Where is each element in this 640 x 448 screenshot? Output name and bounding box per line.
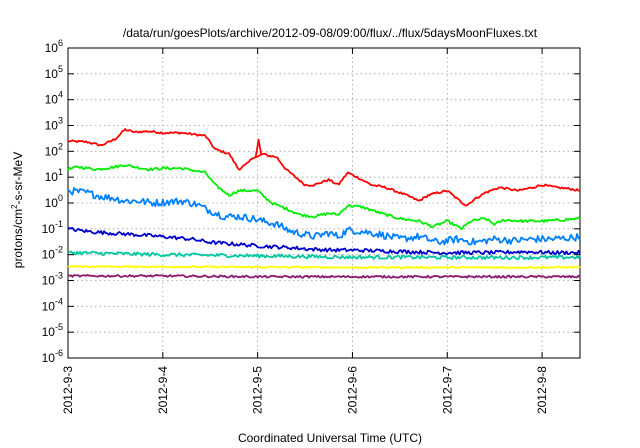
y-tick-label: 100 [45, 193, 63, 210]
y-tick-labels: 10610510410310210110010-110-210-310-410-… [42, 38, 63, 365]
y-tick-label-exp: 5 [58, 64, 63, 74]
y-tick-label-exp: -3 [55, 271, 63, 281]
y-tick-label: 101 [45, 167, 63, 184]
y-tick-label: 103 [45, 116, 63, 133]
y-tick-label-exp: -4 [55, 296, 63, 306]
y-tick-label-exp: 2 [58, 141, 63, 151]
y-tick-label-base: 10 [45, 170, 59, 184]
series-line-5 [67, 250, 581, 261]
y-tick-label-base: 10 [42, 222, 56, 236]
y-tick-label: 105 [45, 64, 63, 81]
x-tick-labels: 2012-9-3 2012-9-4 2012-9-5 2012-9-6 2012-9-7… [61, 366, 549, 414]
x-axis-label: Coordinated Universal Time (UTC) [238, 431, 422, 445]
y-tick-label-base: 10 [45, 41, 59, 55]
y-axis-label: protons/cm2-s-sr-MeV [10, 152, 25, 268]
x-tick-label: 2012-9-3 [61, 366, 75, 414]
y-axis-label-base: protons/cm [11, 209, 25, 268]
y-tick-label-exp: 0 [58, 193, 63, 203]
y-tick-label-exp: 6 [58, 38, 63, 48]
y-tick-label: 10-4 [42, 296, 63, 313]
y-tick-label-base: 10 [42, 248, 56, 262]
y-tick-label-base: 10 [45, 119, 59, 133]
y-tick-label: 10-2 [42, 245, 63, 262]
y-tick-label-base: 10 [45, 196, 59, 210]
y-axis-label-exp: 2 [10, 204, 19, 209]
y-tick-label-exp: -1 [55, 219, 63, 229]
x-tick-label: 2012-9-8 [535, 366, 549, 414]
y-tick-label: 10-6 [42, 348, 63, 365]
x-tick-label: 2012-9-4 [156, 366, 170, 414]
y-tick-label: 10-5 [42, 322, 63, 339]
y-tick-label-exp: 4 [58, 90, 63, 100]
y-tick-label: 106 [45, 38, 63, 55]
y-tick-label-base: 10 [45, 144, 59, 158]
series-line-6 [67, 264, 581, 270]
y-tick-label: 104 [45, 90, 63, 107]
series-line-2 [67, 164, 581, 230]
y-tick-label-base: 10 [42, 274, 56, 288]
y-tick-label-exp: 3 [58, 116, 63, 126]
series-line-1-spike [254, 138, 263, 158]
y-tick-label-exp: -2 [55, 245, 63, 255]
x-tick-label: 2012-9-5 [251, 366, 265, 414]
series-line-4 [67, 226, 581, 256]
y-tick-label-base: 10 [45, 93, 59, 107]
series-line-7 [67, 274, 581, 279]
y-tick-label: 102 [45, 141, 63, 158]
x-tick-label: 2012-9-7 [440, 366, 454, 414]
series-line-3 [67, 187, 581, 246]
y-tick-label-exp: -6 [55, 348, 63, 358]
y-tick-label-exp: -5 [55, 322, 63, 332]
y-tick-label-base: 10 [42, 325, 56, 339]
chart-title: /data/run/goesPlots/archive/2012-09-08/0… [123, 26, 538, 40]
series-group [67, 128, 581, 279]
y-tick-label-base: 10 [45, 67, 59, 81]
y-tick-label-exp: 1 [58, 167, 63, 177]
y-axis-label-rest: -s-sr-MeV [11, 152, 25, 205]
y-tick-label-base: 10 [42, 351, 56, 365]
series-line-1 [67, 128, 581, 207]
y-tick-label: 10-1 [42, 219, 63, 236]
x-tick-label: 2012-9-6 [345, 366, 359, 414]
y-tick-label: 10-3 [42, 271, 63, 288]
y-tick-label-base: 10 [42, 299, 56, 313]
axis-ticks [67, 47, 580, 359]
